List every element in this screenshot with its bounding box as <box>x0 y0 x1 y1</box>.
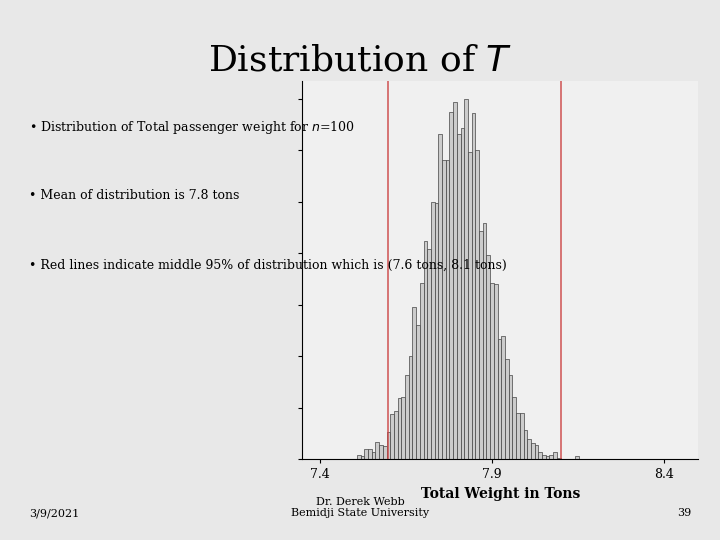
Bar <box>498 339 501 459</box>
Bar <box>527 439 531 459</box>
Text: Dr. Derek Webb
Bemidji State University: Dr. Derek Webb Bemidji State University <box>291 497 429 518</box>
Bar <box>449 112 453 459</box>
Bar <box>553 452 557 459</box>
Bar <box>516 413 520 459</box>
Bar <box>505 359 509 459</box>
Bar <box>383 446 387 459</box>
Bar <box>390 414 394 459</box>
Bar <box>409 356 413 459</box>
Text: 3/9/2021: 3/9/2021 <box>29 508 79 518</box>
Bar <box>401 397 405 459</box>
Bar <box>357 455 361 459</box>
Bar <box>520 413 523 459</box>
Bar <box>435 203 438 459</box>
Text: • Distribution of Total passenger weight for $n$=100: • Distribution of Total passenger weight… <box>29 119 354 136</box>
Bar <box>494 284 498 459</box>
Bar <box>557 457 561 459</box>
Bar <box>472 113 475 459</box>
Bar <box>487 255 490 459</box>
Bar <box>461 128 464 459</box>
Bar <box>483 224 487 459</box>
Bar <box>535 444 539 459</box>
Bar <box>375 442 379 459</box>
Text: • Red lines indicate middle 95% of distribution which is (7.6 tons, 8.1 tons): • Red lines indicate middle 95% of distr… <box>29 259 507 272</box>
Text: • Mean of distribution is 7.8 tons: • Mean of distribution is 7.8 tons <box>29 189 239 202</box>
Bar <box>420 282 423 459</box>
Bar <box>442 160 446 459</box>
Bar <box>546 456 549 459</box>
Bar <box>438 134 442 459</box>
Bar <box>531 443 535 459</box>
Bar <box>394 411 397 459</box>
Bar <box>490 282 494 459</box>
Bar <box>501 336 505 459</box>
Bar <box>416 325 420 459</box>
Bar <box>397 399 401 459</box>
Bar <box>539 452 542 459</box>
Bar <box>523 430 527 459</box>
Bar <box>468 152 472 459</box>
Bar <box>446 160 449 459</box>
Bar <box>372 452 375 459</box>
Bar <box>457 134 461 459</box>
Bar <box>364 449 368 459</box>
Bar <box>575 456 579 459</box>
X-axis label: Total Weight in Tons: Total Weight in Tons <box>420 487 580 501</box>
Bar <box>413 307 416 459</box>
Bar <box>387 431 390 459</box>
Bar <box>479 231 483 459</box>
Bar <box>453 102 457 459</box>
Bar <box>513 397 516 459</box>
Bar <box>475 150 479 459</box>
Bar <box>464 99 468 459</box>
Bar <box>509 375 513 459</box>
Bar <box>361 456 364 459</box>
Bar <box>427 249 431 459</box>
Bar <box>405 375 409 459</box>
Text: Distribution of $T$: Distribution of $T$ <box>208 43 512 77</box>
Text: 39: 39 <box>677 508 691 518</box>
Bar <box>431 201 435 459</box>
Bar <box>379 444 383 459</box>
Bar <box>549 455 553 459</box>
Bar <box>423 241 427 459</box>
Bar <box>542 455 546 459</box>
Bar <box>368 449 372 459</box>
